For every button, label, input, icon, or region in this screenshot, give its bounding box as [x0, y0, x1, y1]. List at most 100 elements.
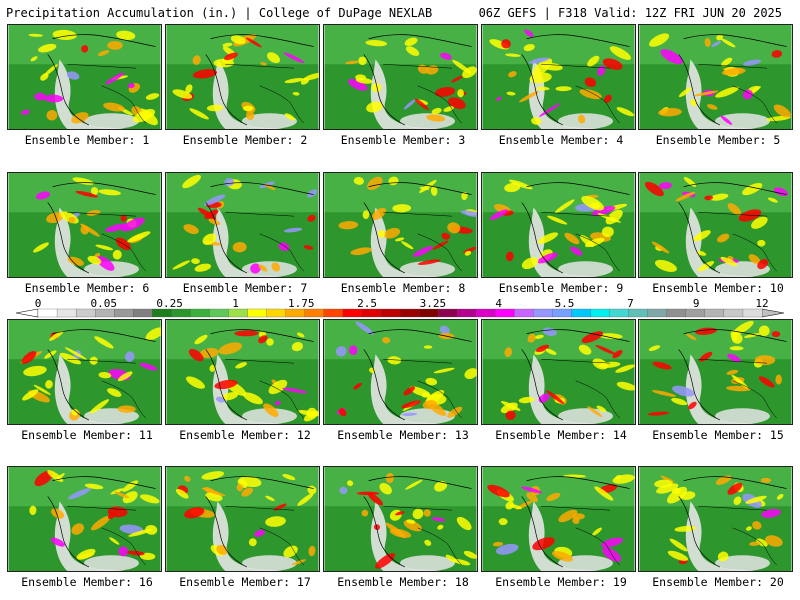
precip-map — [323, 466, 478, 572]
precip-map — [323, 172, 478, 278]
colorbar-cell — [437, 308, 458, 318]
colorbar-cell — [152, 308, 172, 318]
precip-map — [638, 24, 793, 130]
ensemble-member-panel: Ensemble Member: 16 — [7, 466, 167, 589]
ensemble-member-panel: Ensemble Member: 18 — [323, 466, 483, 589]
ensemble-member-panel: Ensemble Member: 2 — [165, 24, 325, 147]
ensemble-member-label: Ensemble Member: 17 — [179, 575, 311, 589]
colorbar-cell — [95, 308, 115, 318]
ensemble-member-label: Ensemble Member: 5 — [655, 133, 781, 147]
colorbar-cell — [133, 308, 153, 318]
colorbar-cell — [495, 308, 515, 318]
colorbar-cell — [457, 308, 477, 318]
ensemble-member-label: Ensemble Member: 16 — [21, 575, 153, 589]
colorbar-cell — [533, 308, 553, 318]
precip-map — [638, 172, 793, 278]
colorbar-cell — [685, 308, 706, 318]
colorbar-cell — [609, 308, 630, 318]
ensemble-member-label: Ensemble Member: 7 — [182, 281, 308, 295]
colorbar-tick-label: 4 — [495, 297, 502, 310]
colorbar-cell — [704, 308, 725, 318]
ensemble-member-panel: Ensemble Member: 11 — [7, 319, 167, 442]
ensemble-member-label: Ensemble Member: 18 — [337, 575, 469, 589]
colorbar-cell — [171, 308, 191, 318]
ensemble-member-panel: Ensemble Member: 12 — [165, 319, 325, 442]
colorbar-cell — [247, 308, 268, 318]
ensemble-member-panel: Ensemble Member: 3 — [323, 24, 483, 147]
colorbar-tick-label: 7 — [627, 297, 634, 310]
ensemble-member-panel: Ensemble Member: 5 — [638, 24, 798, 147]
colorbar-cell — [742, 308, 763, 318]
precip-map — [481, 172, 636, 278]
colorbar-cell — [723, 308, 744, 318]
precip-map — [165, 24, 320, 130]
colorbar-max-arrow — [761, 308, 785, 318]
colorbar-cell — [75, 308, 96, 318]
colorbar-tick-label: 2.5 — [357, 297, 377, 310]
colorbar-tick-label: 12 — [755, 297, 768, 310]
precip-map — [165, 319, 320, 425]
colorbar-cell — [342, 308, 363, 318]
precip-map — [7, 466, 162, 572]
map-title: Precipitation Accumulation (in.) | Colle… — [6, 6, 433, 20]
ensemble-member-label: Ensemble Member: 15 — [652, 428, 784, 442]
ensemble-member-panel: Ensemble Member: 19 — [481, 466, 641, 589]
precip-map — [323, 24, 478, 130]
colorbar-tick-label: 0.25 — [156, 297, 183, 310]
ensemble-member-label: Ensemble Member: 4 — [498, 133, 624, 147]
colorbar-cell — [418, 308, 439, 318]
colorbar-cell — [266, 308, 287, 318]
ensemble-member-panel: Ensemble Member: 10 — [638, 172, 798, 295]
ensemble-member-panel: Ensemble Member: 1 — [7, 24, 167, 147]
ensemble-member-label: Ensemble Member: 13 — [337, 428, 469, 442]
colorbar-cell — [190, 308, 210, 318]
ensemble-member-panel: Ensemble Member: 15 — [638, 319, 798, 442]
colorbar-cell — [37, 308, 58, 318]
colorbar-cell — [228, 308, 249, 318]
ensemble-member-label: Ensemble Member: 20 — [652, 575, 784, 589]
colorbar-min-arrow — [15, 308, 39, 318]
precip-map — [481, 466, 636, 572]
model-run-info: 06Z GEFS | F318 Valid: 12Z FRI JUN 20 20… — [478, 6, 782, 20]
colorbar-cell — [304, 308, 325, 318]
ensemble-member-panel: Ensemble Member: 8 — [323, 172, 483, 295]
colorbar-cell — [552, 308, 572, 318]
ensemble-member-panel: Ensemble Member: 14 — [481, 319, 641, 442]
ensemble-member-label: Ensemble Member: 9 — [498, 281, 624, 295]
precip-map — [638, 319, 793, 425]
ensemble-member-panel: Ensemble Member: 4 — [481, 24, 641, 147]
ensemble-member-panel: Ensemble Member: 7 — [165, 172, 325, 295]
colorbar-cell — [56, 308, 77, 318]
precip-map — [165, 466, 320, 572]
colorbar-cell — [514, 308, 534, 318]
colorbar-cell — [209, 308, 229, 318]
ensemble-member-label: Ensemble Member: 8 — [340, 281, 466, 295]
colorbar-cell — [590, 308, 611, 318]
precip-map — [7, 24, 162, 130]
ensemble-member-label: Ensemble Member: 10 — [652, 281, 784, 295]
ensemble-member-label: Ensemble Member: 11 — [21, 428, 153, 442]
colorbar-cell — [628, 308, 649, 318]
precip-map — [7, 319, 162, 425]
colorbar-cell — [380, 308, 401, 318]
ensemble-member-label: Ensemble Member: 3 — [340, 133, 466, 147]
colorbar-cell — [399, 308, 420, 318]
ensemble-member-label: Ensemble Member: 6 — [24, 281, 150, 295]
precip-colorbar: 0 0.05 0.25 1 1.75 2.5 3.25 4 5.5 7 9 12 — [15, 297, 785, 318]
colorbar-tick-label: 3.25 — [420, 297, 447, 310]
ensemble-member-panel: Ensemble Member: 20 — [638, 466, 798, 589]
ensemble-member-label: Ensemble Member: 2 — [182, 133, 308, 147]
precip-map — [481, 319, 636, 425]
precip-map — [481, 24, 636, 130]
ensemble-member-label: Ensemble Member: 19 — [495, 575, 627, 589]
colorbar-cell — [571, 308, 591, 318]
colorbar-tick-label: 1 — [232, 297, 239, 310]
colorbar-cell — [285, 308, 306, 318]
colorbar-tick-label: 5.5 — [555, 297, 575, 310]
precip-map — [323, 319, 478, 425]
colorbar-cell — [323, 308, 344, 318]
colorbar-cell — [476, 308, 496, 318]
colorbar-tick-label: 0 — [35, 297, 42, 310]
ensemble-member-panel: Ensemble Member: 6 — [7, 172, 167, 295]
ensemble-member-panel: Ensemble Member: 9 — [481, 172, 641, 295]
